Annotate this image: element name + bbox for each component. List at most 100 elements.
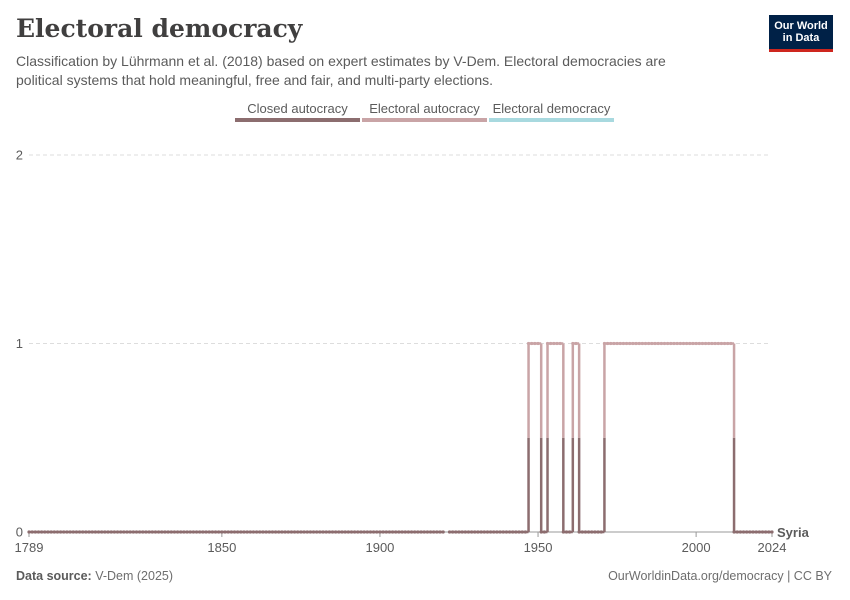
data-point (542, 530, 546, 534)
data-point (545, 341, 550, 346)
data-point (207, 530, 211, 534)
data-point (274, 530, 278, 534)
data-point (198, 530, 202, 534)
data-point (738, 530, 742, 534)
data-point (593, 530, 597, 534)
data-point (729, 341, 733, 346)
legend-item-closed-autocracy[interactable]: Closed autocracy (234, 100, 361, 122)
data-point (748, 530, 752, 534)
data-point (451, 530, 455, 534)
data-point (416, 530, 420, 534)
data-point (318, 530, 322, 534)
data-point (618, 341, 622, 346)
data-point (583, 530, 588, 534)
data-point (609, 341, 613, 346)
data-point (489, 530, 493, 534)
data-point (422, 530, 426, 534)
data-point (258, 530, 262, 534)
data-point (280, 530, 284, 534)
data-point (514, 530, 518, 534)
data-point (634, 341, 638, 346)
data-point (43, 530, 47, 534)
data-point (93, 530, 97, 534)
data-point (640, 341, 644, 346)
data-point (719, 341, 724, 346)
data-point (662, 341, 667, 346)
data-point (685, 341, 689, 346)
data-point (239, 530, 243, 534)
data-point (179, 530, 183, 534)
data-point (441, 530, 445, 534)
data-point (523, 530, 527, 534)
data-point (770, 530, 774, 534)
data-point (315, 530, 319, 534)
x-tick-label: 2024 (758, 540, 787, 555)
data-point (343, 530, 347, 534)
data-point (564, 530, 569, 534)
data-point (349, 530, 354, 534)
data-point (236, 530, 240, 534)
legend-label: Electoral autocracy (369, 101, 480, 116)
data-point (694, 341, 698, 346)
data-point (741, 530, 746, 534)
data-point (691, 341, 695, 346)
x-tick-label: 1850 (207, 540, 236, 555)
data-point (334, 530, 338, 534)
footer-url[interactable]: OurWorldinData.org/democracy | CC BY (608, 569, 832, 583)
data-point (530, 341, 534, 346)
data-point (751, 530, 755, 534)
data-point (169, 530, 173, 534)
data-point (397, 530, 401, 534)
data-point (700, 341, 705, 346)
data-point (90, 530, 94, 534)
data-point (210, 530, 214, 534)
data-point (131, 530, 135, 534)
data-point (52, 530, 56, 534)
data-point (55, 530, 60, 534)
data-point (432, 530, 436, 534)
data-point (672, 341, 676, 346)
data-point (321, 530, 325, 534)
data-point (308, 530, 312, 534)
owid-logo[interactable]: Our World in Data (769, 15, 833, 52)
data-point (213, 530, 218, 534)
data-point (65, 530, 69, 534)
data-point (482, 530, 486, 534)
data-point (659, 341, 663, 346)
data-point (346, 530, 350, 534)
x-tick-label: 1789 (15, 540, 44, 555)
data-point (726, 341, 730, 346)
data-point (245, 530, 249, 534)
data-point (204, 530, 208, 534)
data-point (501, 530, 505, 534)
data-point (359, 530, 363, 534)
data-point (631, 341, 635, 346)
data-point (242, 530, 246, 534)
data-point (277, 530, 281, 534)
x-tick-label: 1900 (365, 540, 394, 555)
data-point (160, 530, 164, 534)
y-tick-label: 2 (16, 148, 23, 163)
data-point (176, 530, 180, 534)
source-value[interactable]: V-Dem (2025) (95, 569, 174, 583)
data-point (539, 530, 543, 534)
legend-swatch (489, 118, 614, 122)
data-point (504, 530, 509, 534)
legend-item-electoral-democracy[interactable]: Electoral democracy (488, 100, 615, 122)
data-point (605, 341, 610, 346)
data-point (46, 530, 50, 534)
data-point (400, 530, 404, 534)
data-point (125, 530, 129, 534)
data-point (229, 530, 233, 534)
data-point (394, 530, 398, 534)
data-point (340, 530, 344, 534)
data-point (558, 341, 562, 346)
data-point (536, 341, 540, 346)
data-point (324, 530, 328, 534)
data-point (681, 341, 686, 346)
data-point (106, 530, 110, 534)
data-point (615, 341, 619, 346)
data-point (760, 530, 765, 534)
legend-item-electoral-autocracy[interactable]: Electoral autocracy (361, 100, 488, 122)
